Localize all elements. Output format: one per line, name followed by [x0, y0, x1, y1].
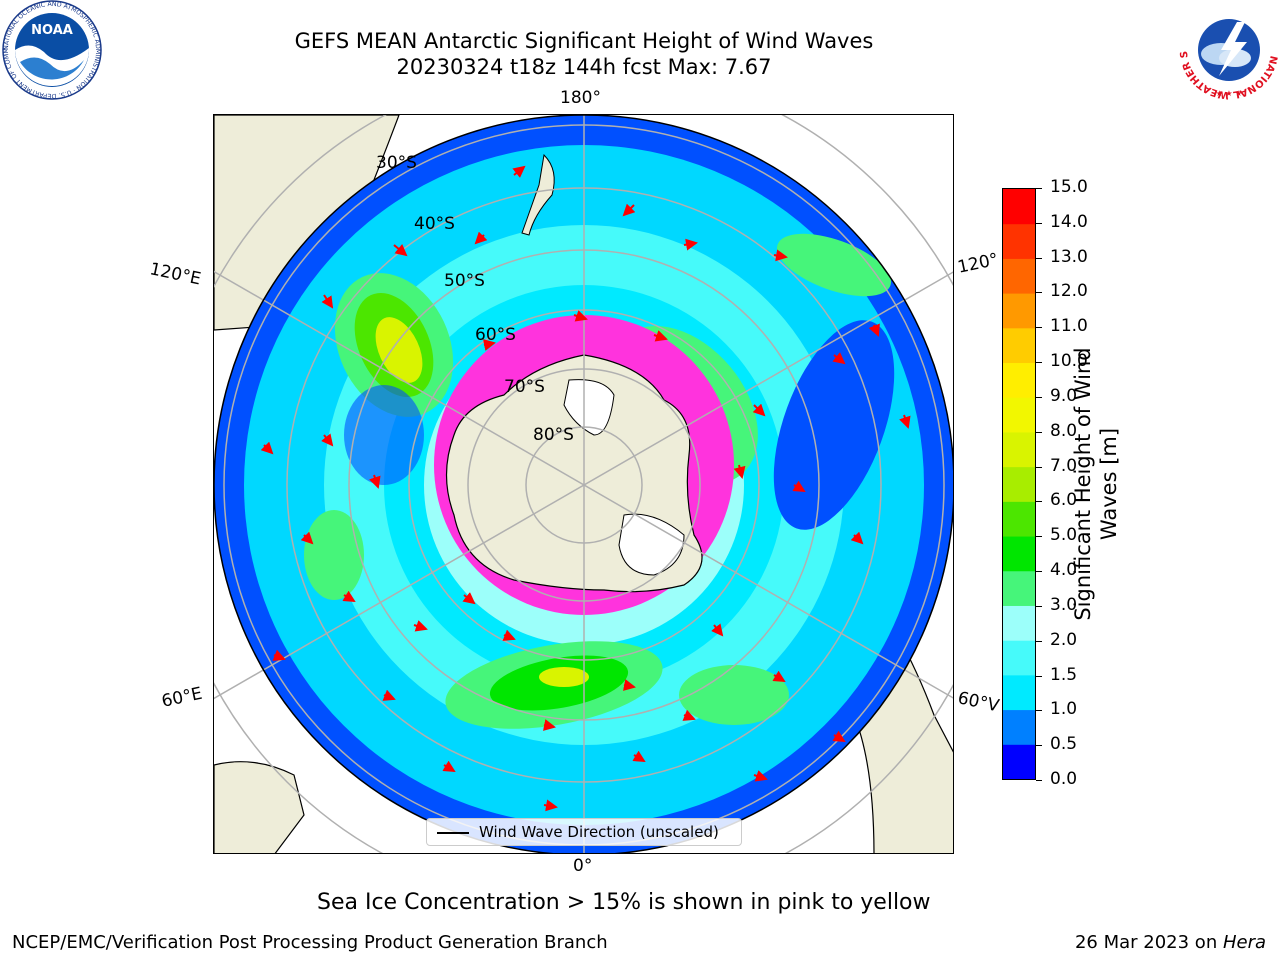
colorbar-segment [1003, 189, 1035, 225]
colorbar-segment [1003, 744, 1035, 780]
colorbar-tick-mark [1036, 640, 1042, 642]
colorbar-label-line1: Significant Height of Wind [1071, 347, 1095, 621]
colorbar-tick-label: 15.0 [1050, 177, 1088, 197]
colorbar-segment [1003, 570, 1035, 606]
map-legend: Wind Wave Direction (unscaled) [426, 818, 742, 846]
colorbar-tick-label: 5.0 [1050, 525, 1078, 546]
lon-label-60e: 60°E [159, 683, 205, 712]
lat-label-60s: 60°S [475, 325, 516, 345]
sea-ice-note: Sea Ice Concentration > 15% is shown in … [317, 890, 931, 915]
colorbar-segment [1003, 605, 1035, 641]
nws-logo: NATIONAL WEATHER SERVICE ★ ★ ★ [1173, 0, 1280, 100]
colorbar-tick-mark [1036, 257, 1042, 259]
colorbar-tick-label: 1.0 [1050, 699, 1078, 720]
colorbar-segment [1003, 501, 1035, 537]
colorbar-tick-mark [1036, 292, 1042, 294]
colorbar-tick-mark [1036, 780, 1042, 781]
colorbar-tick-mark [1036, 188, 1042, 189]
chart-title: GEFS MEAN Antarctic Significant Height o… [294, 29, 874, 53]
africa-land [214, 761, 305, 853]
colorbar-tick-label: 1.5 [1050, 664, 1078, 685]
colorbar-tick-mark [1036, 745, 1042, 747]
colorbar-tick-mark [1036, 362, 1042, 364]
colorbar-segment [1003, 466, 1035, 502]
colorbar-tick-mark [1036, 327, 1042, 329]
lon-label-0: 0° [573, 856, 593, 876]
colorbar-segment [1003, 536, 1035, 572]
colorbar-segment [1003, 674, 1035, 711]
lon-label-120w: 120° [955, 249, 1001, 278]
footer-machine: Hera [1222, 932, 1266, 953]
lon-label-120e: 120°E [147, 259, 203, 290]
colorbar-segment [1003, 362, 1035, 398]
polar-map [213, 114, 954, 854]
colorbar-tick-label: 7.0 [1050, 455, 1078, 476]
colorbar-segment [1003, 640, 1035, 676]
colorbar-tick-label: 10.0 [1050, 351, 1088, 372]
lat-label-40s: 40°S [414, 214, 455, 234]
colorbar-tick-mark [1036, 710, 1042, 712]
colorbar-segment [1003, 397, 1035, 433]
wind-wave-arrows [260, 165, 911, 812]
colorbar-tick-label: 11.0 [1050, 316, 1088, 337]
colorbar-tick-label: 3.0 [1050, 594, 1078, 615]
colorbar-tick-label: 14.0 [1050, 211, 1088, 232]
colorbar-tick-mark [1036, 396, 1042, 398]
svg-text:NOAA: NOAA [31, 23, 73, 38]
colorbar-tick-label: 0.0 [1050, 769, 1078, 789]
colorbar-segment [1003, 293, 1035, 329]
colorbar-label: Significant Height of Wind Waves [m] [1070, 334, 1122, 634]
colorbar-tick-label: 13.0 [1050, 246, 1088, 267]
footer-source: NCEP/EMC/Verification Post Processing Pr… [12, 932, 608, 953]
lat-label-70s: 70°S [504, 377, 545, 397]
svg-text:★ ★ ★: ★ ★ ★ [1216, 89, 1243, 98]
colorbar-segment [1003, 258, 1035, 294]
lat-label-50s: 50°S [444, 271, 485, 291]
graticule [214, 115, 953, 853]
legend-label: Wind Wave Direction (unscaled) [479, 823, 719, 841]
lon-label-60w: 60°V [955, 688, 1001, 717]
colorbar-label-line2: Waves [m] [1097, 427, 1121, 541]
colorbar-segment [1003, 223, 1035, 259]
colorbar-tick-label: 4.0 [1050, 560, 1078, 581]
noaa-logo: NATIONAL OCEANIC AND ATMOSPHERIC ADMINIS… [0, 0, 104, 100]
chart-subtitle: 20230324 t18z 144h fcst Max: 7.67 [396, 55, 772, 79]
colorbar-ticks: 0.0 0.5 1.0 1.5 2.0 3.0 4.0 5.0 6.0 7.0 8.0 9.0 10.0… [1036, 177, 1106, 789]
colorbar [1002, 188, 1036, 780]
colorbar-tick-mark [1036, 222, 1042, 224]
colorbar-tick-mark [1036, 466, 1042, 468]
colorbar-tick-label: 8.0 [1050, 420, 1078, 441]
colorbar-segment [1003, 431, 1035, 468]
colorbar-tick-mark [1036, 571, 1042, 573]
colorbar-tick-mark [1036, 431, 1042, 433]
colorbar-tick-label: 9.0 [1050, 385, 1078, 406]
colorbar-tick-mark [1036, 675, 1042, 677]
footer-date: 26 Mar 2023 on Hera [1075, 932, 1266, 953]
colorbar-tick-mark [1036, 605, 1042, 607]
colorbar-tick-mark [1036, 536, 1042, 538]
colorbar-segment [1003, 327, 1035, 364]
lat-label-80s: 80°S [533, 425, 574, 445]
colorbar-tick-label: 2.0 [1050, 629, 1078, 650]
colorbar-tick-label: 0.5 [1050, 734, 1078, 755]
footer-date-text: 26 Mar 2023 on [1074, 932, 1223, 953]
lat-label-30s: 30°S [376, 153, 417, 173]
colorbar-tick-mark [1036, 501, 1042, 503]
colorbar-tick-label: 12.0 [1050, 281, 1088, 302]
colorbar-tick-label: 6.0 [1050, 490, 1078, 511]
lon-label-180: 180° [560, 88, 601, 108]
colorbar-segment [1003, 709, 1035, 745]
legend-line-sample [437, 832, 469, 834]
